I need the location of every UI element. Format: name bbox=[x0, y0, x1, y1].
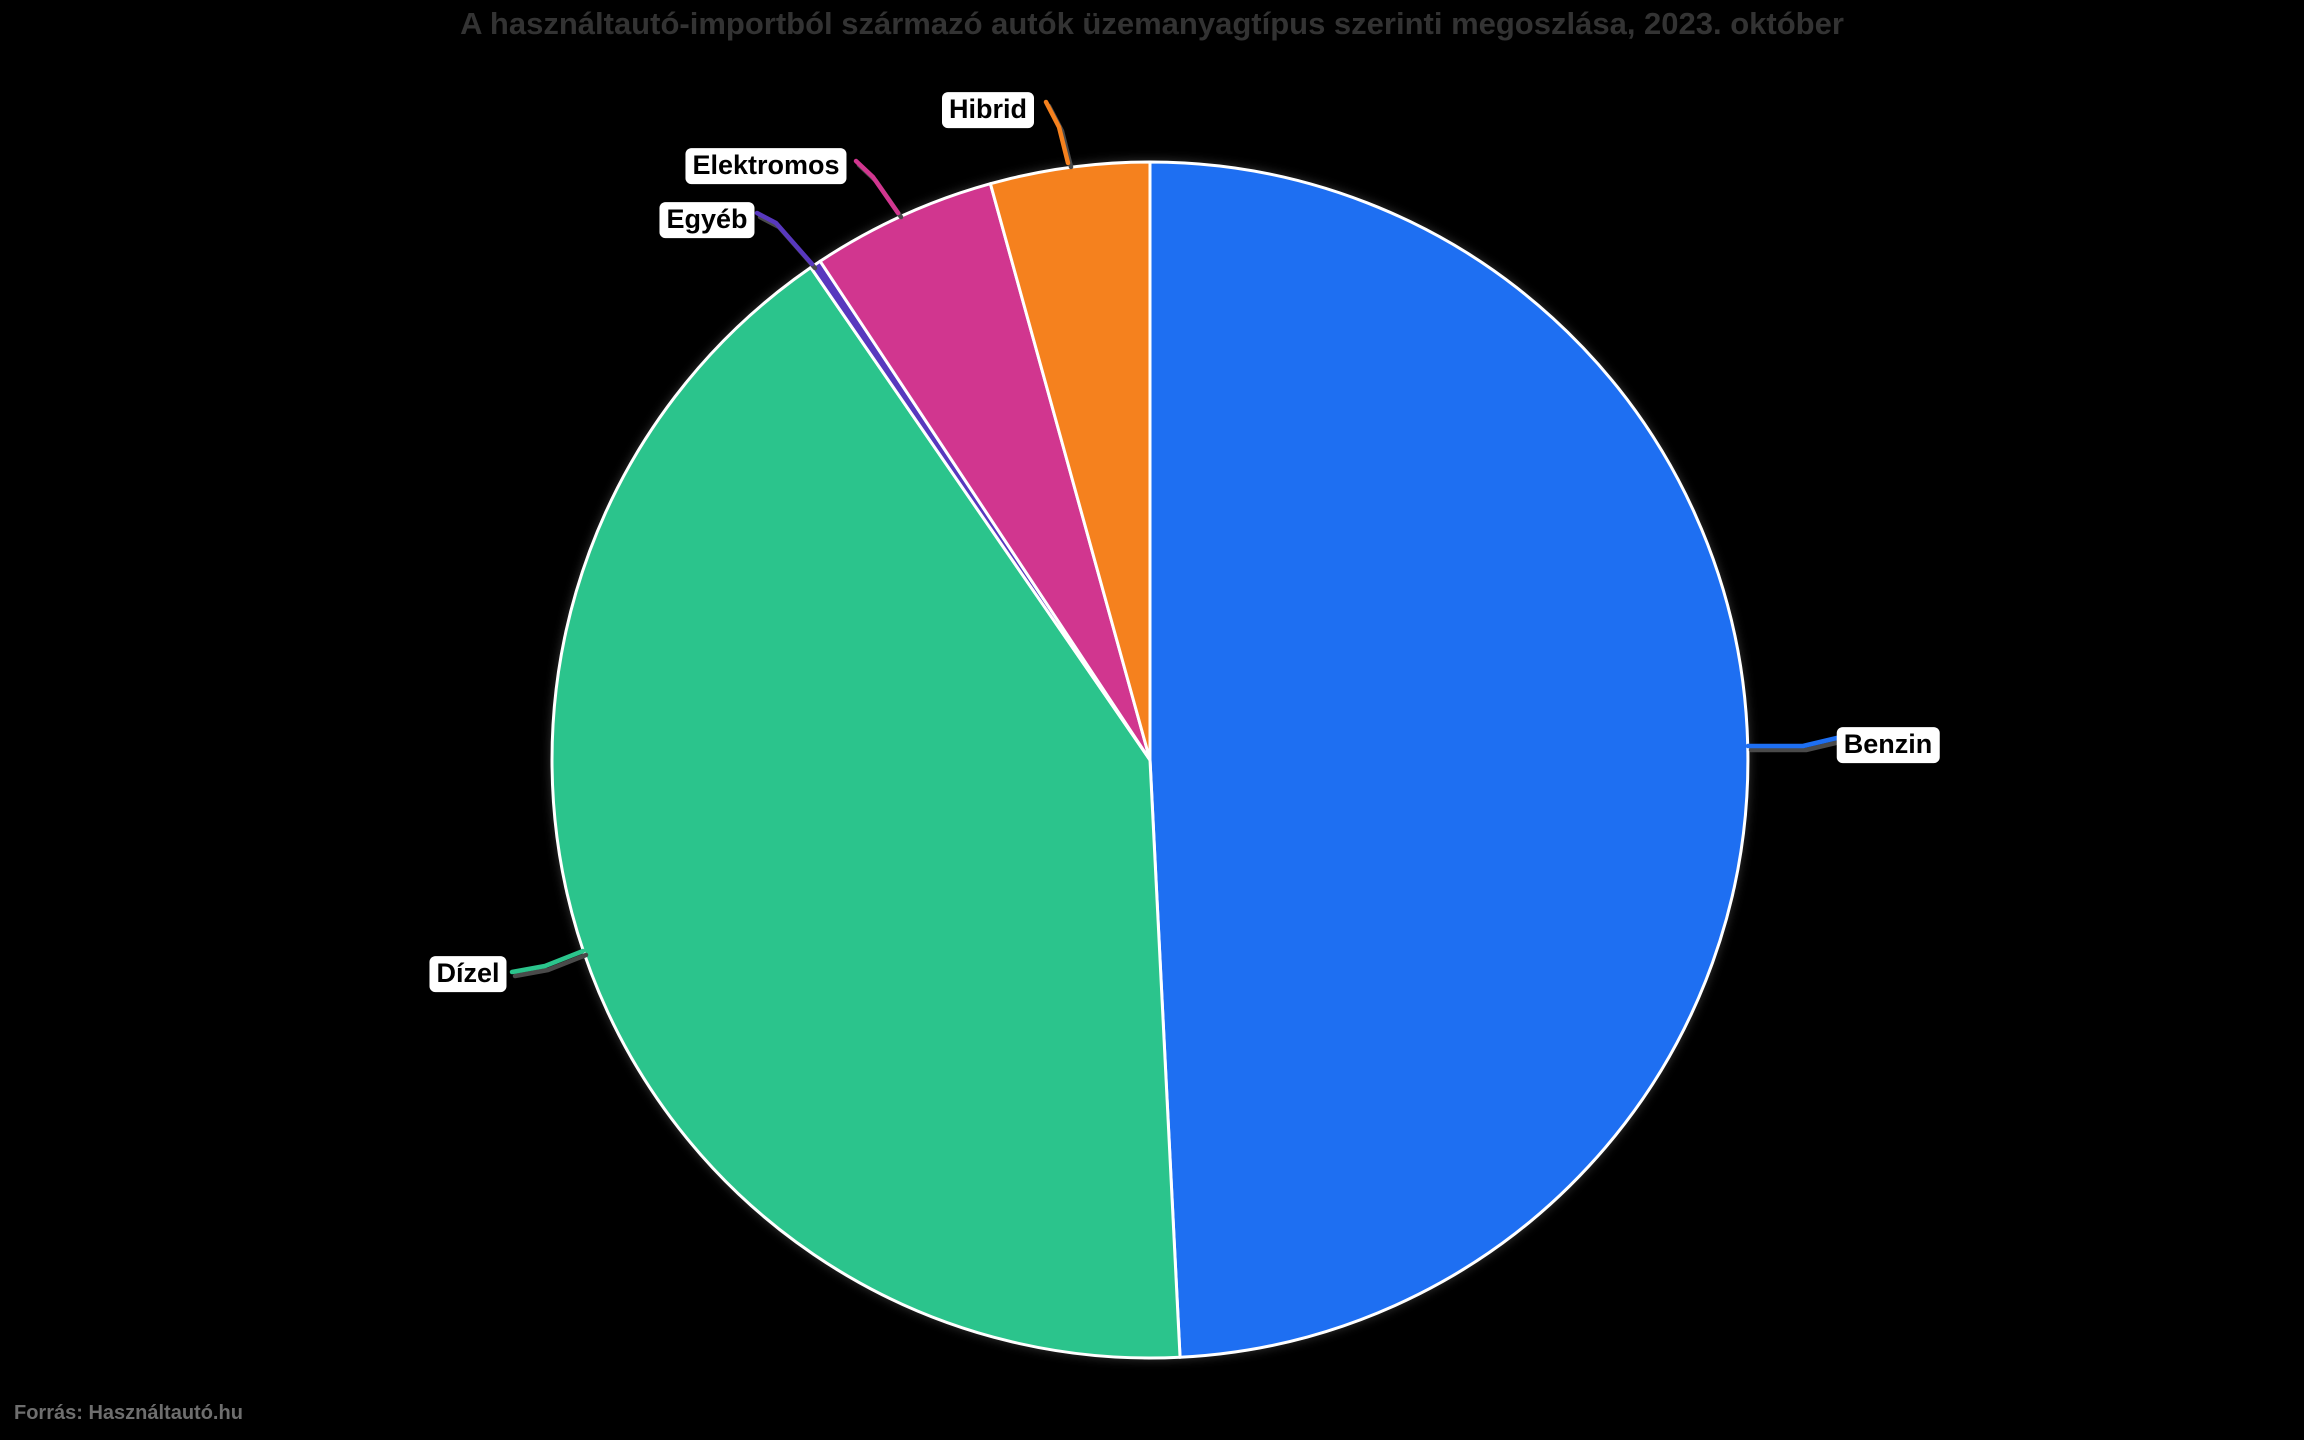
leader-line-dizel bbox=[509, 948, 586, 975]
slice-label-benzin: Benzin bbox=[1836, 727, 1940, 763]
pie-slice-hibrid bbox=[988, 160, 1152, 762]
leader-line-hibrid bbox=[1043, 99, 1071, 166]
slice-label-elektromos: Elektromos bbox=[685, 148, 847, 184]
source-note: Forrás: Használtautó.hu bbox=[14, 1402, 243, 1424]
leader-line-elektromos bbox=[853, 158, 901, 216]
slice-label-dizel: Dízel bbox=[429, 956, 507, 992]
pie-slice-benzin bbox=[1148, 160, 1750, 1359]
slice-label-egyeb: Egyéb bbox=[659, 202, 755, 238]
slice-label-hibrid: Hibrid bbox=[942, 92, 1034, 128]
leader-line-benzin bbox=[1745, 734, 1844, 749]
chart-title: A használtautó-importból származó autók … bbox=[460, 6, 1844, 41]
leader-line-egyeb bbox=[754, 210, 815, 267]
pie-slice-elektromos bbox=[818, 182, 1152, 762]
